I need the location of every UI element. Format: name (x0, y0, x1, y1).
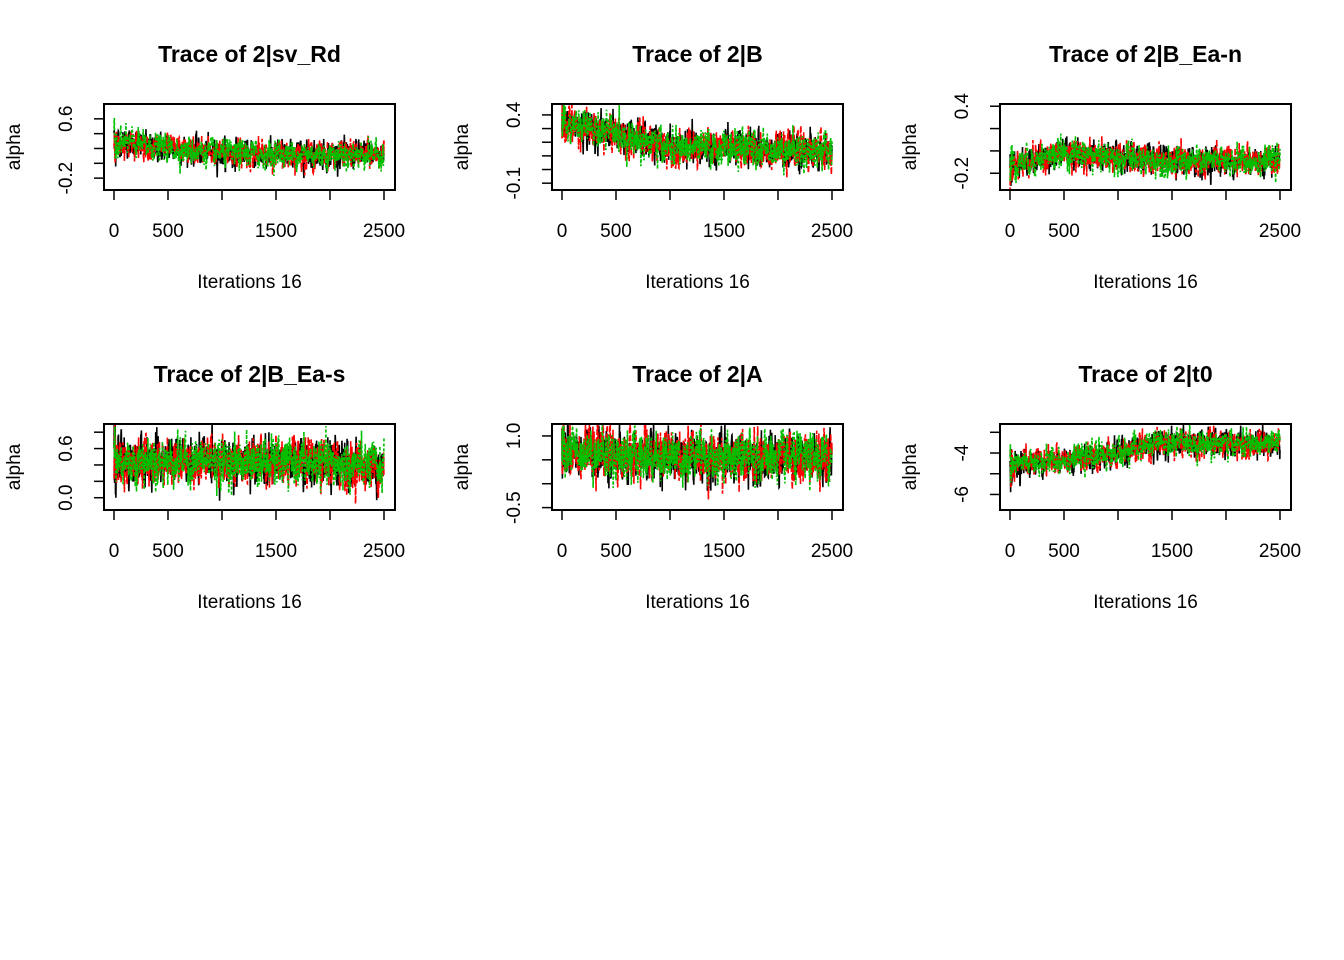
traces (1009, 424, 1281, 493)
x-tick-label: 0 (1005, 541, 1016, 562)
y-tick-label: 0.4 (504, 101, 525, 128)
y-axis-label: alpha (452, 443, 473, 490)
x-tick-label: 1500 (1151, 221, 1193, 242)
y-tick-label: 0.0 (56, 485, 77, 511)
x-tick-label: 1500 (255, 541, 297, 562)
x-axis-label: Iterations 16 (1093, 272, 1198, 293)
y-tick-label: -6 (952, 486, 973, 503)
x-tick-label: 500 (600, 541, 632, 562)
x-axis-label: Iterations 16 (197, 592, 302, 613)
chain-3-line (561, 424, 833, 492)
x-axis-label: Iterations 16 (197, 272, 302, 293)
plot-box (551, 423, 844, 511)
y-axis-label: alpha (900, 443, 921, 490)
panel-title: Trace of 2|t0 (1078, 361, 1212, 387)
plot-box (999, 423, 1292, 511)
trace-panel: Trace of 2|B_Ea-s Iterations 16 alpha 0 500 1… (4, 361, 405, 613)
panel-title: Trace of 2|sv_Rd (158, 41, 341, 67)
x-tick-label: 2500 (363, 221, 405, 242)
x-tick-label: 0 (557, 541, 568, 562)
x-tick-label: 1500 (703, 221, 745, 242)
panel-title: Trace of 2|B_Ea-s (154, 361, 346, 387)
traces (113, 117, 385, 179)
trace-panel: Trace of 2|t0 Iterations 16 alpha 0 500 1500 2… (900, 361, 1301, 613)
plot-box (551, 103, 844, 191)
x-tick-label: 0 (109, 221, 120, 242)
plot-box (999, 103, 1292, 191)
traces (561, 104, 833, 178)
plot-box (103, 103, 396, 191)
x-tick-label: 2500 (1259, 541, 1301, 562)
trace-panel: Trace of 2|sv_Rd Iterations 16 alpha 0 500 15… (4, 41, 405, 293)
x-tick-label: 0 (109, 541, 120, 562)
traces (113, 424, 385, 504)
x-tick-label: 500 (152, 221, 184, 242)
y-tick-label: 1.0 (504, 423, 525, 449)
chain-3-line (561, 104, 833, 176)
panel-title: Trace of 2|A (632, 361, 762, 387)
traces (561, 424, 833, 500)
y-axis-label: alpha (900, 123, 921, 170)
x-tick-label: 2500 (363, 541, 405, 562)
x-axis-label: Iterations 16 (645, 592, 750, 613)
chain-3-line (1009, 133, 1281, 184)
y-axis-label: alpha (4, 443, 25, 490)
x-tick-label: 1500 (703, 541, 745, 562)
x-axis-label: Iterations 16 (645, 272, 750, 293)
x-tick-label: 0 (557, 221, 568, 242)
y-axis-label: alpha (452, 123, 473, 170)
x-tick-label: 500 (1048, 221, 1080, 242)
y-tick-label: -0.2 (952, 157, 973, 190)
x-tick-label: 1500 (1151, 541, 1193, 562)
x-tick-label: 500 (152, 541, 184, 562)
trace-panel: Trace of 2|A Iterations 16 alpha 0 500 1500 25… (452, 361, 853, 613)
x-tick-label: 0 (1005, 221, 1016, 242)
x-axis-label: Iterations 16 (1093, 592, 1198, 613)
y-tick-label: -0.1 (504, 167, 525, 200)
y-tick-label: 0.6 (56, 435, 77, 461)
y-tick-label: -4 (952, 444, 973, 461)
trace-panel: Trace of 2|B_Ea-n Iterations 16 alpha 0 500 1… (900, 41, 1301, 293)
x-tick-label: 1500 (255, 221, 297, 242)
x-tick-label: 500 (600, 221, 632, 242)
chain-3-line (113, 426, 385, 497)
traces (1009, 133, 1281, 190)
x-tick-label: 2500 (1259, 221, 1301, 242)
chain-3-line (1009, 424, 1281, 483)
y-tick-label: 0.6 (56, 106, 77, 132)
y-tick-label: -0.2 (56, 162, 77, 195)
y-tick-label: -0.5 (504, 491, 525, 524)
chain-3-line (113, 117, 385, 176)
panel-title: Trace of 2|B (632, 41, 762, 67)
x-tick-label: 2500 (811, 541, 853, 562)
x-tick-label: 2500 (811, 221, 853, 242)
x-tick-label: 500 (1048, 541, 1080, 562)
plot-box (103, 423, 396, 511)
y-axis-label: alpha (4, 123, 25, 170)
panel-title: Trace of 2|B_Ea-n (1049, 41, 1242, 67)
y-tick-label: 0.4 (952, 93, 973, 120)
trace-panel: Trace of 2|B Iterations 16 alpha 0 500 1500 25… (452, 41, 853, 293)
